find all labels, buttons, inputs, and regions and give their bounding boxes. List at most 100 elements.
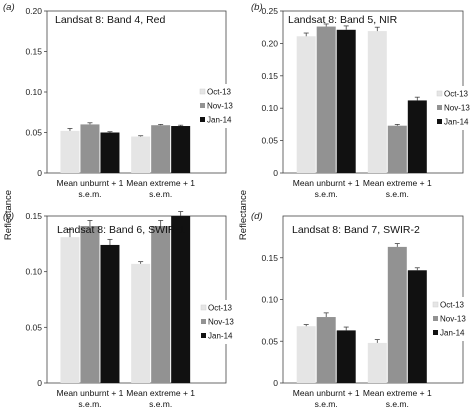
panel-title: Landsat 8: Band 6, SWIR-1 bbox=[57, 224, 185, 236]
y-tick-label: 0 bbox=[273, 378, 278, 388]
bar-oct-13 bbox=[367, 31, 387, 174]
y-tick-label: 0.05 bbox=[261, 136, 278, 146]
y-axis-label-left: Reflectance bbox=[3, 190, 14, 240]
legend-swatch bbox=[200, 117, 205, 122]
legend-label: Nov-13 bbox=[208, 318, 234, 327]
x-category-label: s.e.m. bbox=[78, 399, 101, 409]
legend-swatch bbox=[201, 319, 206, 324]
x-category-label: Mean unburnt + 1 bbox=[57, 388, 124, 398]
legend-label: Nov-13 bbox=[440, 315, 466, 324]
legend-swatch bbox=[437, 105, 442, 110]
legend-label: Jan-14 bbox=[207, 116, 232, 125]
legend-swatch bbox=[433, 316, 438, 321]
legend-label: Jan-14 bbox=[208, 332, 233, 341]
legend-label: Jan-14 bbox=[444, 118, 469, 127]
y-tick-label: 0 bbox=[37, 378, 42, 388]
x-category-label: Mean extreme + 1 bbox=[363, 178, 432, 188]
y-axis-label-right: Reflectance bbox=[238, 190, 249, 240]
bar-oct-13 bbox=[296, 36, 316, 173]
legend-swatch bbox=[201, 333, 206, 338]
bar-nov-13 bbox=[80, 226, 100, 383]
legend-swatch bbox=[436, 90, 443, 97]
x-category-label: Mean unburnt + 1 bbox=[293, 388, 360, 398]
bar-nov-13 bbox=[387, 246, 407, 383]
legend: Oct-13 Nov-13 Jan-14 bbox=[436, 86, 470, 130]
panel-title: Landsat 8: Band 4, Red bbox=[55, 14, 165, 26]
bar-nov-13 bbox=[151, 226, 171, 383]
x-category-label: s.e.m. bbox=[149, 399, 172, 409]
panel-letter: (d) bbox=[251, 211, 263, 222]
bar-jan-14 bbox=[171, 216, 191, 383]
panel-title: Landsat 8: Band 5, NIR bbox=[288, 14, 398, 26]
bar-jan-14 bbox=[100, 244, 120, 383]
y-tick-label: 0.05 bbox=[25, 128, 42, 138]
y-tick-label: 0.15 bbox=[261, 253, 278, 263]
y-tick-label: 0.10 bbox=[25, 87, 42, 97]
x-category-label: s.e.m. bbox=[315, 189, 338, 199]
legend: Oct-13 Nov-13 Jan-14 bbox=[200, 300, 234, 344]
y-tick-label: 0.10 bbox=[261, 295, 278, 305]
bar-nov-13 bbox=[387, 125, 407, 173]
bar-nov-13 bbox=[80, 124, 100, 173]
y-tick-label: 0.10 bbox=[25, 267, 42, 277]
panel-title: Landsat 8: Band 7, SWIR-2 bbox=[292, 224, 420, 236]
legend-label: Nov-13 bbox=[207, 102, 233, 111]
bar-oct-13 bbox=[296, 326, 316, 383]
panel-letter: (b) bbox=[251, 2, 263, 13]
legend-swatch bbox=[200, 304, 207, 311]
bar-jan-14 bbox=[171, 126, 191, 173]
legend-label: Nov-13 bbox=[444, 104, 470, 113]
bar-nov-13 bbox=[316, 26, 336, 173]
legend-swatch bbox=[433, 330, 438, 335]
legend-swatch bbox=[437, 119, 442, 124]
y-tick-label: 0.05 bbox=[261, 336, 278, 346]
legend-swatch bbox=[432, 301, 439, 308]
bar-jan-14 bbox=[100, 132, 120, 173]
legend-label: Oct-13 bbox=[440, 301, 465, 310]
bar-jan-14 bbox=[336, 29, 356, 174]
y-tick-label: 0 bbox=[37, 168, 42, 178]
bar-jan-14 bbox=[407, 270, 427, 383]
y-tick-label: 0.20 bbox=[261, 38, 278, 48]
legend-swatch bbox=[200, 103, 205, 108]
x-category-label: Mean extreme + 1 bbox=[126, 388, 195, 398]
x-category-label: s.e.m. bbox=[386, 189, 409, 199]
x-category-label: s.e.m. bbox=[386, 399, 409, 409]
y-tick-label: 0.10 bbox=[261, 103, 278, 113]
legend-label: Oct-13 bbox=[207, 88, 232, 97]
bar-oct-13 bbox=[60, 130, 80, 173]
y-tick-label: 0.20 bbox=[25, 6, 42, 16]
x-category-label: Mean unburnt + 1 bbox=[293, 178, 360, 188]
bar-oct-13 bbox=[367, 342, 387, 383]
bar-jan-14 bbox=[336, 330, 356, 383]
y-tick-label: 0.05 bbox=[25, 322, 42, 332]
legend-label: Jan-14 bbox=[440, 329, 465, 338]
legend-label: Oct-13 bbox=[208, 304, 233, 313]
legend: Oct-13 Nov-13 Jan-14 bbox=[199, 84, 233, 128]
y-tick-label: 0 bbox=[273, 168, 278, 178]
x-category-label: s.e.m. bbox=[149, 189, 172, 199]
x-category-label: Mean unburnt + 1 bbox=[57, 178, 124, 188]
x-category-label: Mean extreme + 1 bbox=[363, 388, 432, 398]
y-tick-label: 0.15 bbox=[261, 71, 278, 81]
legend-label: Oct-13 bbox=[444, 90, 469, 99]
x-category-label: s.e.m. bbox=[315, 399, 338, 409]
bar-oct-13 bbox=[131, 136, 151, 173]
bar-oct-13 bbox=[131, 263, 151, 383]
legend: Oct-13 Nov-13 Jan-14 bbox=[432, 297, 466, 341]
x-category-label: s.e.m. bbox=[78, 189, 101, 199]
y-tick-label: 0.15 bbox=[25, 47, 42, 57]
panel-letter: (c) bbox=[3, 211, 14, 222]
bar-oct-13 bbox=[60, 237, 80, 383]
bar-nov-13 bbox=[151, 125, 171, 173]
legend-swatch bbox=[199, 88, 206, 95]
bar-nov-13 bbox=[316, 317, 336, 383]
panel-letter: (a) bbox=[3, 2, 15, 13]
x-category-label: Mean extreme + 1 bbox=[126, 178, 195, 188]
y-tick-label: 0.25 bbox=[261, 6, 278, 16]
